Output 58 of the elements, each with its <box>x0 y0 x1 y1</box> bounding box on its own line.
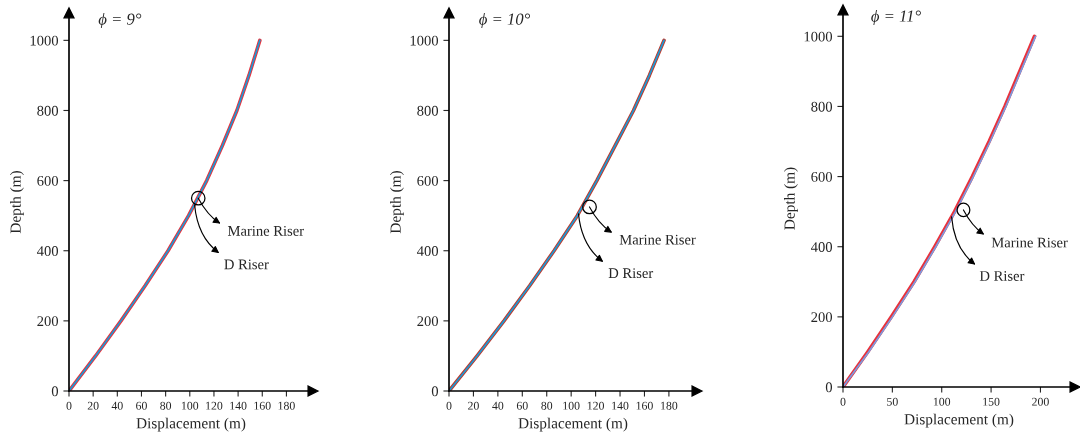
annotation: D Riser <box>979 271 1025 281</box>
annotation: Marine Riser <box>227 226 304 236</box>
x-tick-label: 160 <box>636 401 653 410</box>
y-tick-label: 800 <box>811 101 833 112</box>
x-tick-label: 80 <box>160 401 172 410</box>
x-tick-label: 100 <box>181 401 199 410</box>
x-tick-label: 120 <box>206 401 223 410</box>
y-tick-label: 400 <box>810 242 833 252</box>
y-tick-label: 600 <box>417 175 439 186</box>
x-tick-label: 120 <box>587 401 605 410</box>
y-axis-title: Depth (m) <box>390 171 404 234</box>
x-tick-label: 20 <box>468 401 479 410</box>
y-tick-label: 0 <box>431 386 439 397</box>
y-tick-label: 0 <box>825 382 833 393</box>
annotation: Marine Riser <box>991 237 1068 248</box>
x-tick-label: 200 <box>1032 397 1049 406</box>
y-tick-label: 800 <box>417 105 439 116</box>
x-axis-title: Displacement (m) <box>136 417 246 432</box>
y-axis-title: Depth (m) <box>10 171 24 234</box>
chart-title: ϕ = 9° <box>98 13 142 29</box>
y-tick-label: 1000 <box>804 31 833 42</box>
y-tick-label: 200 <box>417 316 439 327</box>
chart-title: ϕ = 10° <box>479 13 531 29</box>
annotation: D Riser <box>608 268 654 279</box>
x-tick-label: 40 <box>492 401 504 410</box>
y-tick-label: 200 <box>811 312 833 323</box>
x-axis-title: Displacement (m) <box>904 413 1014 428</box>
y-tick-label: 400 <box>36 246 59 256</box>
annotation: D Riser <box>224 259 269 270</box>
x-tick-label: 100 <box>563 401 580 410</box>
y-tick-label: 600 <box>811 171 833 182</box>
y-tick-label: 1000 <box>410 35 439 46</box>
x-tick-label: 80 <box>541 401 553 410</box>
x-tick-label: 160 <box>254 401 271 410</box>
y-tick-label: 200 <box>37 316 59 327</box>
x-tick-label: 140 <box>612 401 629 410</box>
annotation: Marine Riser <box>619 234 696 245</box>
y-tick-label: 0 <box>51 386 59 397</box>
chart-title: ϕ = 11° <box>871 10 921 26</box>
x-tick-label: 0 <box>66 401 72 410</box>
x-tick-label: 50 <box>887 397 898 406</box>
x-tick-label: 180 <box>278 401 295 410</box>
x-tick-label: 180 <box>661 401 678 410</box>
x-tick-label: 40 <box>111 401 123 410</box>
x-tick-label: 60 <box>516 401 528 410</box>
x-tick-label: 60 <box>136 401 147 410</box>
x-tick-label: 150 <box>983 397 1000 406</box>
y-tick-label: 400 <box>416 246 439 256</box>
x-axis-title: Displacement (m) <box>518 417 628 432</box>
x-tick-label: 100 <box>933 397 951 406</box>
x-tick-label: 140 <box>230 401 247 410</box>
x-tick-label: 0 <box>840 397 846 406</box>
y-tick-label: 600 <box>37 175 59 186</box>
y-tick-label: 1000 <box>30 35 59 46</box>
x-tick-label: 0 <box>446 401 452 410</box>
y-tick-label: 800 <box>37 105 59 116</box>
x-tick-label: 20 <box>87 401 99 410</box>
y-axis-title: Depth (m) <box>784 167 798 230</box>
